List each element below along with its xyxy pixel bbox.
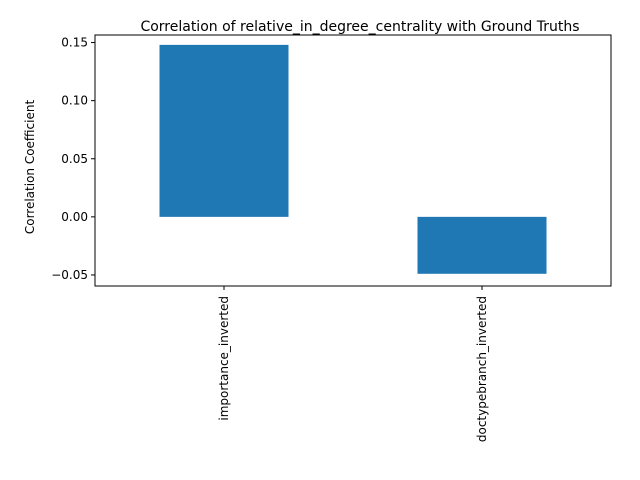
y-axis-label: Correlation Coefficient [23, 100, 37, 235]
x-axis-ticks: importance_inverted doctypebranch_inverte… [217, 286, 489, 442]
axes-border [94, 34, 612, 287]
bar-doctypebranch_inverted [417, 216, 547, 274]
y-axis-ticks: −0.05 0.00 0.05 0.10 0.15 [51, 36, 95, 282]
y-tick-label: 0.00 [61, 210, 88, 224]
y-tick-label: 0.10 [61, 94, 88, 108]
chart-title: Correlation of relative_in_degree_centra… [140, 19, 579, 35]
plot-frame [94, 34, 612, 287]
bars-group [159, 44, 547, 274]
bar-importance_inverted [159, 44, 289, 217]
x-tick-label: doctypebranch_inverted [475, 296, 489, 442]
y-tick-label: 0.05 [61, 152, 88, 166]
y-tick-label: −0.05 [51, 268, 88, 282]
y-tick-label: 0.15 [61, 36, 88, 50]
x-tick-label: importance_inverted [217, 296, 231, 421]
